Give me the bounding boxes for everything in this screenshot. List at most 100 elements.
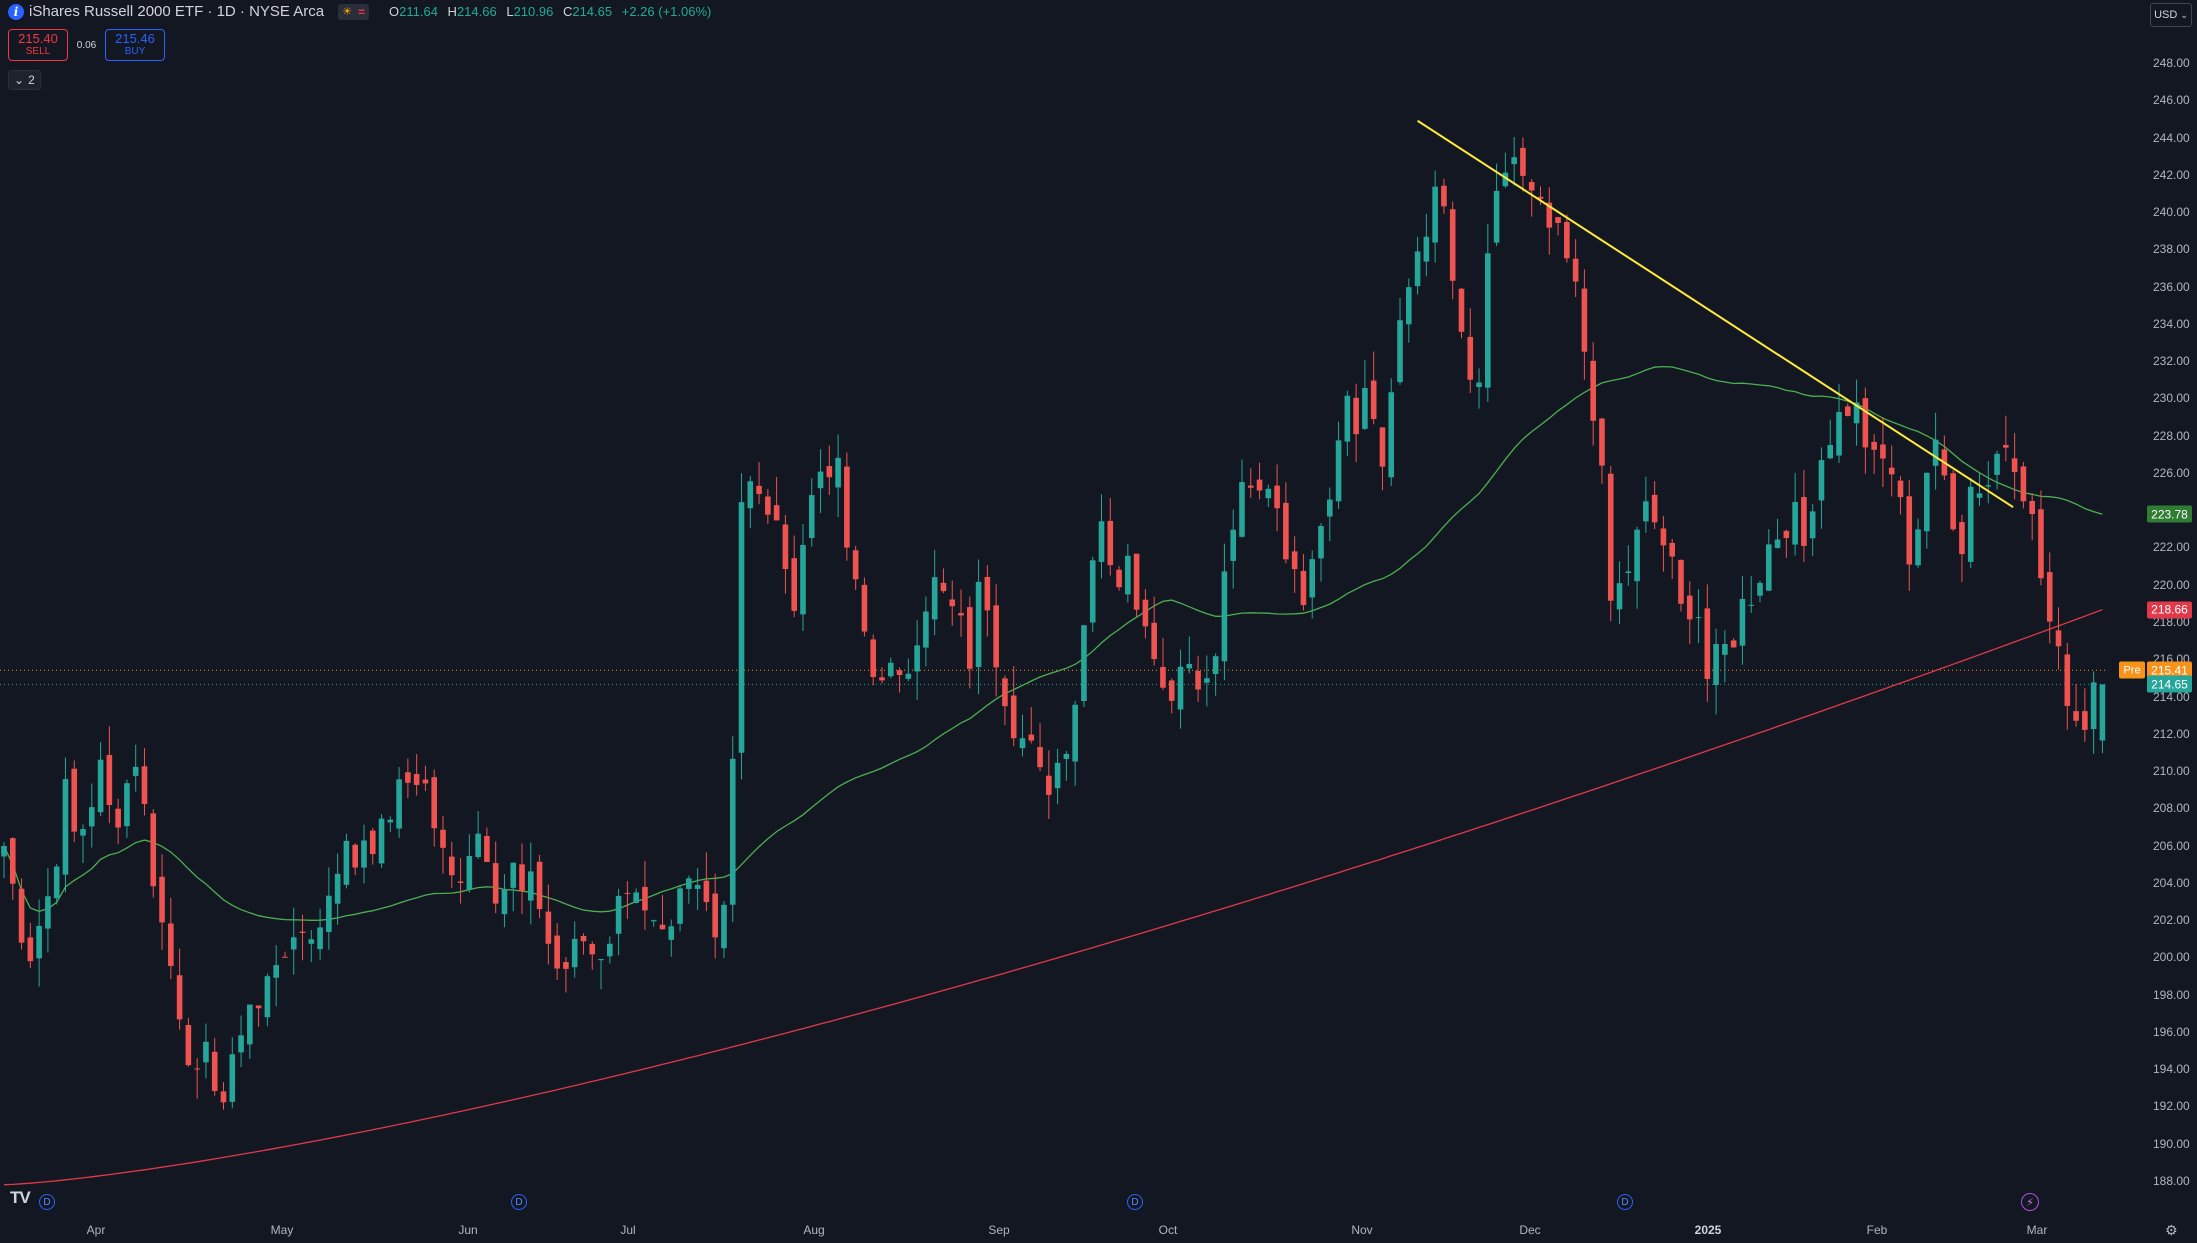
dividend-icon[interactable]: D	[1127, 1194, 1143, 1210]
candle-body	[738, 502, 745, 753]
candle-body	[756, 485, 762, 494]
candle-body	[861, 584, 868, 632]
candle-body	[466, 855, 473, 890]
candle-body	[1511, 157, 1517, 165]
candle-body	[396, 779, 402, 829]
candle-body	[62, 779, 69, 875]
candle-body	[1204, 678, 1210, 683]
candle-body	[686, 878, 692, 889]
candle-body	[1765, 544, 1772, 591]
candle-body	[633, 892, 639, 903]
candle-body	[1010, 695, 1017, 739]
equals-icon: =	[357, 4, 365, 19]
dividend-icon[interactable]: D	[511, 1194, 527, 1210]
candle-body	[1906, 496, 1913, 565]
candle-body	[387, 819, 394, 823]
candle-body	[1212, 656, 1219, 674]
candle-body	[1678, 559, 1684, 604]
candle-body	[176, 975, 183, 1020]
candle-body	[1, 845, 7, 857]
candle-body	[1107, 520, 1114, 566]
buy-button[interactable]: 215.46 BUY	[105, 29, 165, 61]
candle-body	[1792, 502, 1798, 545]
candle-body	[1985, 485, 1992, 487]
candle-body	[1651, 494, 1658, 523]
candle-body	[923, 611, 929, 648]
indicators-toggle[interactable]: ⌄ 2	[8, 70, 41, 90]
sell-price: 215.40	[18, 31, 58, 46]
candle-body	[2090, 682, 2097, 730]
candle-body	[1309, 559, 1316, 598]
time-tick-label: Dec	[1519, 1223, 1541, 1237]
candle-body	[2082, 711, 2088, 730]
candle-body	[1537, 196, 1544, 199]
candle-body	[870, 639, 877, 678]
candle-body	[1801, 497, 1807, 546]
candle-body	[1950, 473, 1956, 530]
candle-body	[2073, 711, 2079, 721]
candle-body	[1326, 499, 1333, 517]
candle-body	[150, 813, 157, 887]
candle-body	[1239, 482, 1245, 537]
market-status-pill[interactable]: ☀ =	[338, 3, 369, 20]
candle-body	[2020, 466, 2027, 502]
price-tick-label: 210.00	[2153, 764, 2190, 779]
candle-body	[247, 1004, 253, 1045]
candle-body	[1485, 253, 1491, 388]
candle-body	[326, 895, 332, 932]
candle-body	[519, 864, 525, 892]
candle-body	[2055, 630, 2062, 647]
candle-body	[1221, 571, 1228, 662]
currency-selector[interactable]: USD ⌄	[2150, 3, 2192, 27]
time-tick-label: Jun	[458, 1223, 478, 1237]
time-tick-label: Sep	[988, 1223, 1010, 1237]
candle-body	[1853, 402, 1860, 424]
price-tick-label: 192.00	[2153, 1099, 2190, 1114]
price-tick-label: 198.00	[2153, 987, 2190, 1002]
candle-body	[475, 833, 481, 858]
candle-body	[282, 956, 288, 958]
candle-body	[97, 759, 104, 813]
candle-body	[2029, 501, 2035, 514]
price-tick-label: 214.00	[2153, 689, 2190, 704]
price-tick-label: 194.00	[2153, 1062, 2190, 1077]
candle-body	[352, 844, 358, 868]
candle-body	[1915, 529, 1921, 566]
candle-body	[615, 895, 622, 934]
candle-body	[1528, 182, 1535, 191]
candle-body	[53, 866, 60, 899]
price-tick-label: 244.00	[2153, 130, 2190, 145]
time-tick-label: Feb	[1866, 1223, 1888, 1237]
lightning-icon[interactable]: ⚡	[2021, 1193, 2039, 1211]
candle-body	[369, 830, 376, 855]
candle-body	[1959, 522, 1965, 555]
candle-body	[2099, 684, 2106, 741]
candle-body	[642, 886, 648, 911]
candle-body	[1871, 441, 1877, 450]
candle-body	[1054, 762, 1061, 789]
symbol-legend: i iShares Russell 2000 ETF · 1D · NYSE A…	[8, 3, 717, 20]
candle-body	[220, 1091, 227, 1103]
symbol-title[interactable]: iShares Russell 2000 ETF · 1D · NYSE Arc…	[29, 3, 325, 20]
candle-body	[203, 1041, 209, 1063]
open-key: O	[389, 4, 400, 19]
candle-body	[887, 662, 894, 677]
candle-body	[1809, 511, 1816, 539]
tradingview-logo[interactable]: TV	[10, 1188, 31, 1207]
candle-body	[791, 558, 797, 611]
candle-body	[132, 766, 139, 776]
candle-body	[1283, 502, 1289, 560]
info-icon[interactable]: i	[8, 3, 24, 20]
sell-button[interactable]: 215.40 SELL	[8, 29, 68, 61]
dividend-icon[interactable]: D	[39, 1194, 55, 1210]
candle-body	[1625, 571, 1632, 574]
candle-body	[1722, 643, 1728, 655]
candle-body	[1195, 670, 1201, 690]
candle-body	[1089, 560, 1096, 623]
candle-body	[1274, 485, 1280, 509]
candle-body	[211, 1051, 218, 1092]
candle-body	[80, 829, 86, 836]
dividend-icon[interactable]: D	[1617, 1194, 1633, 1210]
settings-icon[interactable]: ⚙	[2165, 1222, 2178, 1238]
